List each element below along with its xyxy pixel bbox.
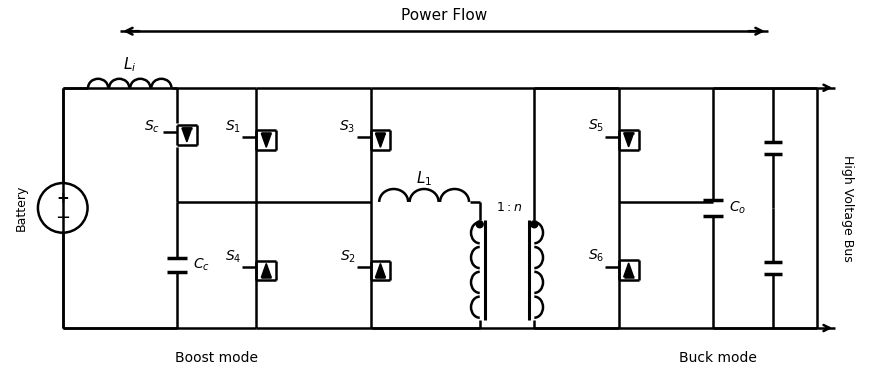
Text: Power Flow: Power Flow [401,8,487,23]
Polygon shape [623,133,634,147]
Polygon shape [375,134,385,147]
Text: Battery: Battery [14,185,27,231]
Text: $S_6$: $S_6$ [587,248,604,264]
Text: Buck mode: Buck mode [679,351,757,365]
Text: $L_1$: $L_1$ [416,170,433,188]
Text: High Voltage Bus: High Voltage Bus [841,154,854,261]
Text: $C_c$: $C_c$ [192,257,210,273]
Polygon shape [375,264,385,277]
Polygon shape [182,128,192,142]
Text: $S_3$: $S_3$ [339,118,356,135]
Text: $L_i$: $L_i$ [123,55,137,74]
Text: $1:n$: $1:n$ [496,201,523,214]
Circle shape [476,221,483,228]
Text: $S_c$: $S_c$ [144,119,160,135]
Text: $S_2$: $S_2$ [340,248,356,265]
Text: +: + [57,192,69,206]
Polygon shape [261,264,271,277]
Text: −: − [55,209,71,227]
Circle shape [531,221,538,228]
Text: $C_o$: $C_o$ [729,200,746,216]
Text: $S_5$: $S_5$ [587,118,604,134]
Text: $S_1$: $S_1$ [225,118,241,135]
Polygon shape [261,134,271,147]
Polygon shape [623,263,634,277]
Text: $S_4$: $S_4$ [225,248,241,265]
Text: Boost mode: Boost mode [175,351,258,365]
